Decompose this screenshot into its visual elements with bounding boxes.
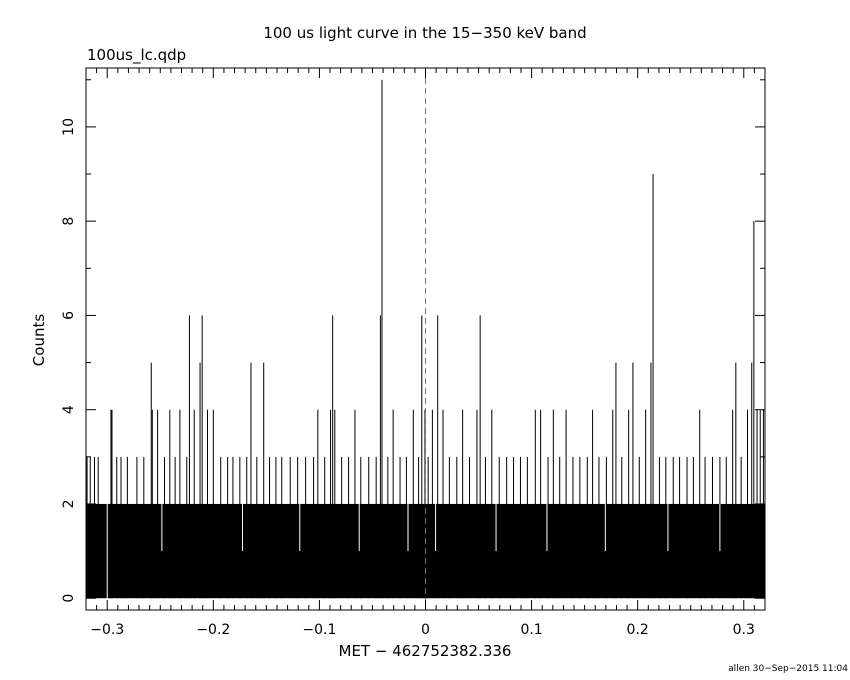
x-tick-label: −0.2 <box>196 622 230 638</box>
x-tick-label: −0.3 <box>90 622 124 638</box>
file-label: 100us_lc.qdp <box>87 46 186 65</box>
footer-stamp: allen 30−Sep−2015 11:04 <box>728 664 848 674</box>
y-tick-label: 10 <box>61 118 77 136</box>
axis-ticks <box>85 68 766 610</box>
y-tick-label: 2 <box>61 499 77 508</box>
x-tick-label: −0.1 <box>302 622 336 638</box>
y-tick-label: 8 <box>61 217 77 226</box>
x-tick-label: 0.3 <box>733 622 755 638</box>
y-tick-label: 4 <box>61 405 77 414</box>
y-tick-label: 0 <box>61 594 77 603</box>
x-tick-labels: −0.3 −0.2 −0.1 0 0.1 0.2 0.3 <box>90 622 755 638</box>
x-tick-label: 0.1 <box>520 622 542 638</box>
plot-frame <box>85 67 766 611</box>
y-tick-label: 6 <box>61 311 77 320</box>
y-axis-label: Counts <box>30 314 48 367</box>
series-gaps <box>106 503 721 599</box>
chart-title: 100 us light curve in the 15−350 keV ban… <box>263 24 586 42</box>
x-axis-label: MET − 462752382.336 <box>339 642 512 660</box>
x-tick-label: 0.2 <box>627 622 649 638</box>
y-tick-labels: 0 2 4 6 8 10 <box>61 118 77 603</box>
x-tick-label: 0 <box>421 622 430 638</box>
